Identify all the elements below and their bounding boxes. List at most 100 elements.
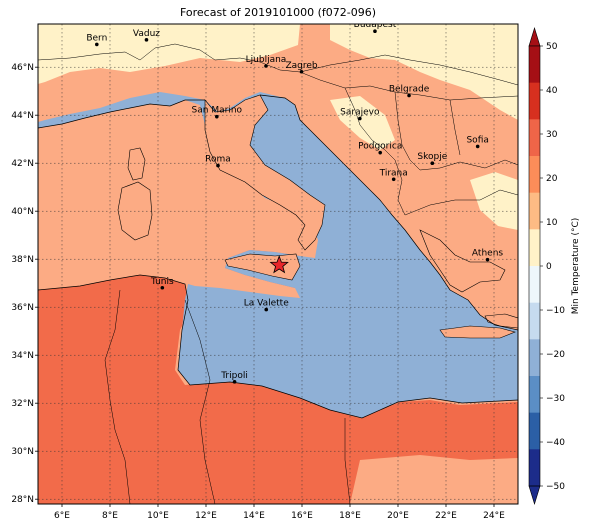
city-label: La Valette [244, 299, 289, 309]
x-tick-label: 14°E [243, 511, 265, 521]
city-label: Tripoli [220, 371, 248, 381]
y-tick-label: 42°N [11, 159, 34, 169]
colorbar: 50 40 30 20 10 0 −10 −20 −30 −40 −50 [528, 26, 565, 506]
land-sicily [224, 253, 301, 281]
city-label: Skopje [417, 152, 447, 162]
city-label: Ljubljana [246, 55, 287, 65]
city-dot [485, 257, 490, 262]
colorbar-segment [529, 82, 540, 120]
city-label: Bern [86, 33, 107, 43]
land-corsica [127, 147, 146, 181]
colorbar-tick-label: −50 [546, 482, 565, 492]
city-dot [391, 177, 396, 182]
map-title: Forecast of 2019101000 (f072-096) [179, 6, 377, 19]
colorbar-segment [529, 339, 540, 377]
colorbar-segment [529, 229, 540, 267]
land-greece [419, 229, 506, 293]
cold-region-alps [38, 24, 300, 84]
y-tick-label: 44°N [11, 111, 34, 121]
city-label: Sofia [466, 135, 488, 145]
colorbar-tick-label: 50 [546, 42, 558, 52]
city-dot [95, 42, 99, 47]
colorbar-segment [529, 376, 540, 414]
colorbar-tick-label: 40 [546, 86, 558, 96]
event-star-marker [269, 255, 289, 274]
x-tick-label: 16°E [291, 511, 313, 521]
city-dot [373, 29, 377, 33]
city-dot [407, 93, 411, 98]
colorbar-extend-max [528, 26, 541, 47]
y-tick-label: 46°N [11, 63, 34, 73]
y-tick-label: 38°N [11, 255, 34, 265]
colorbar-segment [529, 449, 540, 487]
y-tick-label: 36°N [11, 303, 34, 313]
coast-north [38, 99, 205, 129]
y-tick-label: 28°N [11, 495, 34, 505]
city-dot [215, 114, 219, 119]
x-tick-label: 8°E [102, 511, 118, 521]
colorbar-tick-label: −40 [546, 438, 565, 448]
city-label: Zagreb [285, 61, 317, 71]
coast-adriatic [259, 94, 518, 331]
city-dot [232, 380, 237, 384]
city-label: Tirana [379, 168, 408, 178]
city-dot [378, 150, 383, 155]
x-tick-label: 12°E [195, 511, 217, 521]
map-frame [37, 23, 519, 505]
colorbar-tick-label: −10 [546, 306, 565, 316]
city-label: San Marino [192, 106, 243, 116]
city-label: Athens [472, 249, 503, 259]
colorbar-segment [529, 119, 540, 157]
cold-region-dinaric [330, 96, 395, 150]
axis-ticks: 6°E 8°E 10°E 12°E 14°E 16°E 18°E 20°E 22°E 24°E 28… [11, 63, 505, 521]
land-crete [439, 325, 516, 339]
city-dot [299, 69, 304, 74]
colorbar-tick-label: 0 [546, 262, 552, 272]
x-tick-label: 18°E [339, 511, 361, 521]
colorbar-tick-label: −20 [546, 350, 565, 360]
colorbar-segment [529, 156, 540, 194]
city-dot [144, 38, 149, 42]
graticule [38, 24, 518, 504]
city-label: Belgrade [389, 85, 430, 95]
warm-region-sahara-pale [350, 455, 518, 504]
x-tick-label: 22°E [435, 511, 457, 521]
city-label: Roma [205, 155, 231, 165]
city-dot [160, 285, 165, 290]
y-tick-label: 30°N [11, 447, 34, 457]
y-tick-label: 34°N [11, 351, 34, 361]
colorbar-tick-label: 30 [546, 130, 558, 140]
city-dot [264, 64, 268, 68]
city-dot [216, 163, 220, 168]
y-tick-label: 32°N [11, 399, 34, 409]
colorbar-extend-min [528, 485, 541, 506]
city-dot [430, 161, 435, 165]
cold-region-balkans [330, 24, 518, 120]
colorbar-tick-label: 10 [546, 218, 558, 228]
colorbar-segment [529, 192, 540, 230]
y-tick-label: 40°N [11, 207, 34, 217]
city-label: Tunis [150, 277, 174, 287]
x-tick-label: 20°E [387, 511, 409, 521]
coast-africa [38, 274, 518, 419]
x-tick-label: 24°E [483, 511, 505, 521]
colorbar-tick-label: −30 [546, 394, 565, 404]
city-label: Budapest [354, 20, 397, 30]
city-label: Vaduz [133, 29, 160, 39]
colorbar-segment [529, 302, 540, 340]
city-label: Sarajevo [340, 108, 380, 118]
colorbar-segment [529, 266, 540, 304]
colorbar-segment [529, 46, 540, 84]
x-tick-label: 6°E [54, 511, 70, 521]
land-peloponnese [484, 313, 518, 329]
city-label: Podgorica [358, 142, 402, 152]
colorbar-label: Min Temperature (°C) [571, 218, 581, 315]
colorbar-tick-label: 20 [546, 174, 558, 184]
x-tick-label: 10°E [147, 511, 169, 521]
city-dot [264, 307, 269, 312]
city-dot [475, 144, 480, 149]
city-dot [358, 116, 362, 121]
